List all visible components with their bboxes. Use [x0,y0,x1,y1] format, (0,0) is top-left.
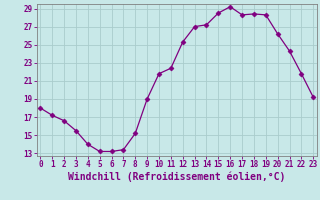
X-axis label: Windchill (Refroidissement éolien,°C): Windchill (Refroidissement éolien,°C) [68,172,285,182]
